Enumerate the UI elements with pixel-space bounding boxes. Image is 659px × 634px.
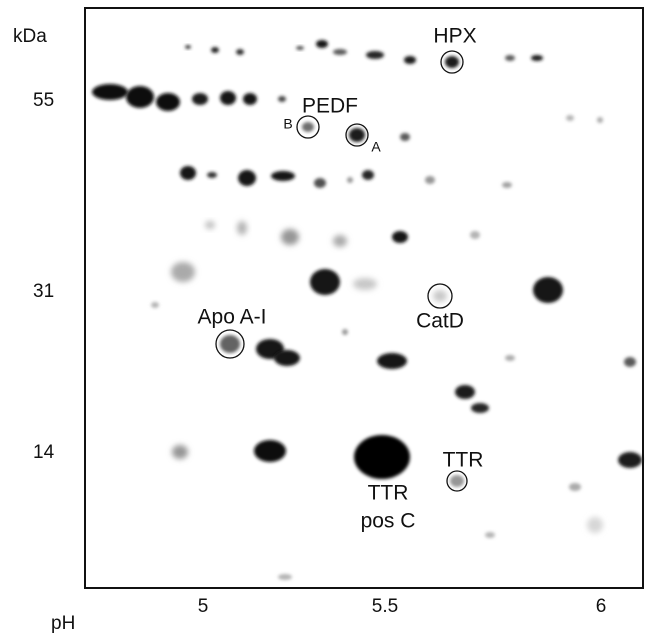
- protein-spot: [342, 329, 348, 335]
- x-tick-label: 5: [198, 596, 209, 617]
- protein-spot: [505, 355, 515, 361]
- y-tick-label: 14: [33, 442, 55, 463]
- protein-spot: [362, 170, 374, 180]
- protein-spot: [316, 40, 328, 48]
- protein-spot: [333, 49, 347, 55]
- protein-spot: [220, 335, 240, 353]
- protein-spot: [205, 221, 215, 229]
- protein-spot: [502, 182, 512, 188]
- spot-label: TTR: [368, 482, 409, 505]
- protein-spot: [566, 115, 574, 121]
- protein-spot: [450, 475, 464, 487]
- protein-spot: [254, 440, 286, 462]
- protein-spot: [333, 235, 347, 247]
- protein-spot: [433, 290, 447, 302]
- protein-spot: [485, 532, 495, 538]
- spot-label: B: [283, 116, 292, 132]
- protein-spot: [271, 171, 295, 181]
- protein-spot: [425, 176, 435, 184]
- protein-spot: [505, 55, 515, 61]
- x-axis-unit: pH: [51, 613, 75, 634]
- protein-spot: [400, 133, 410, 141]
- protein-spot: [470, 231, 480, 239]
- protein-spot: [236, 49, 244, 55]
- spot-label: pos C: [361, 510, 416, 533]
- protein-spot: [624, 357, 636, 367]
- protein-spot: [192, 93, 208, 105]
- protein-spot: [445, 56, 459, 68]
- protein-spot: [220, 91, 236, 105]
- protein-spot: [347, 177, 353, 183]
- protein-spot: [207, 172, 217, 178]
- protein-spot: [243, 93, 257, 105]
- protein-spot: [314, 178, 326, 188]
- circle-pedf-a: [345, 123, 369, 147]
- protein-spot: [471, 403, 489, 413]
- protein-spot: [274, 350, 300, 366]
- protein-spot: [392, 231, 408, 243]
- protein-spot: [533, 277, 563, 303]
- protein-spot: [377, 353, 407, 369]
- protein-spot: [353, 278, 377, 290]
- protein-spot: [172, 445, 188, 459]
- circle-catd: [427, 283, 453, 309]
- circle-hpx: [440, 50, 464, 74]
- protein-spot: [296, 46, 304, 50]
- protein-spot: [281, 229, 299, 245]
- protein-spot: [569, 483, 581, 491]
- circle-ttr: [446, 470, 468, 492]
- spot-label: TTR: [443, 449, 484, 472]
- protein-spot: [156, 93, 180, 111]
- circle-apo: [215, 329, 245, 359]
- spot-label: PEDF: [302, 95, 358, 118]
- protein-spot: [366, 51, 384, 59]
- spot-circles: [215, 50, 468, 492]
- protein-spot: [237, 221, 247, 235]
- protein-spot: [92, 84, 128, 100]
- protein-spot: [302, 122, 314, 132]
- x-tick-label: 6: [596, 596, 607, 617]
- circle-pedf-b: [296, 115, 320, 139]
- protein-spot: [531, 55, 543, 61]
- protein-spot: [278, 574, 292, 580]
- protein-spot: [185, 45, 191, 49]
- x-tick-label: 5.5: [372, 596, 398, 617]
- protein-spot: [126, 86, 154, 108]
- y-tick-label: 31: [33, 281, 54, 302]
- protein-spot: [587, 517, 603, 533]
- spot-label: Apo A-I: [198, 306, 267, 329]
- protein-spot: [171, 262, 195, 282]
- spots: [92, 40, 642, 580]
- protein-spot: [404, 56, 416, 64]
- protein-spot: [349, 128, 365, 142]
- spot-label: A: [371, 139, 381, 155]
- protein-spot: [211, 47, 219, 53]
- protein-spot: [310, 269, 340, 295]
- protein-spot: [238, 170, 256, 186]
- y-axis-unit: kDa: [13, 26, 47, 47]
- protein-spot: [151, 302, 159, 308]
- spot-label: HPX: [433, 25, 476, 48]
- spot-label: CatD: [416, 310, 464, 333]
- protein-spot: [455, 385, 475, 399]
- protein-spot: [180, 166, 196, 180]
- y-tick-label: 55: [33, 90, 54, 111]
- protein-spot: [354, 435, 410, 479]
- protein-spot: [618, 452, 642, 468]
- protein-spot: [278, 96, 286, 102]
- protein-spot: [597, 117, 603, 123]
